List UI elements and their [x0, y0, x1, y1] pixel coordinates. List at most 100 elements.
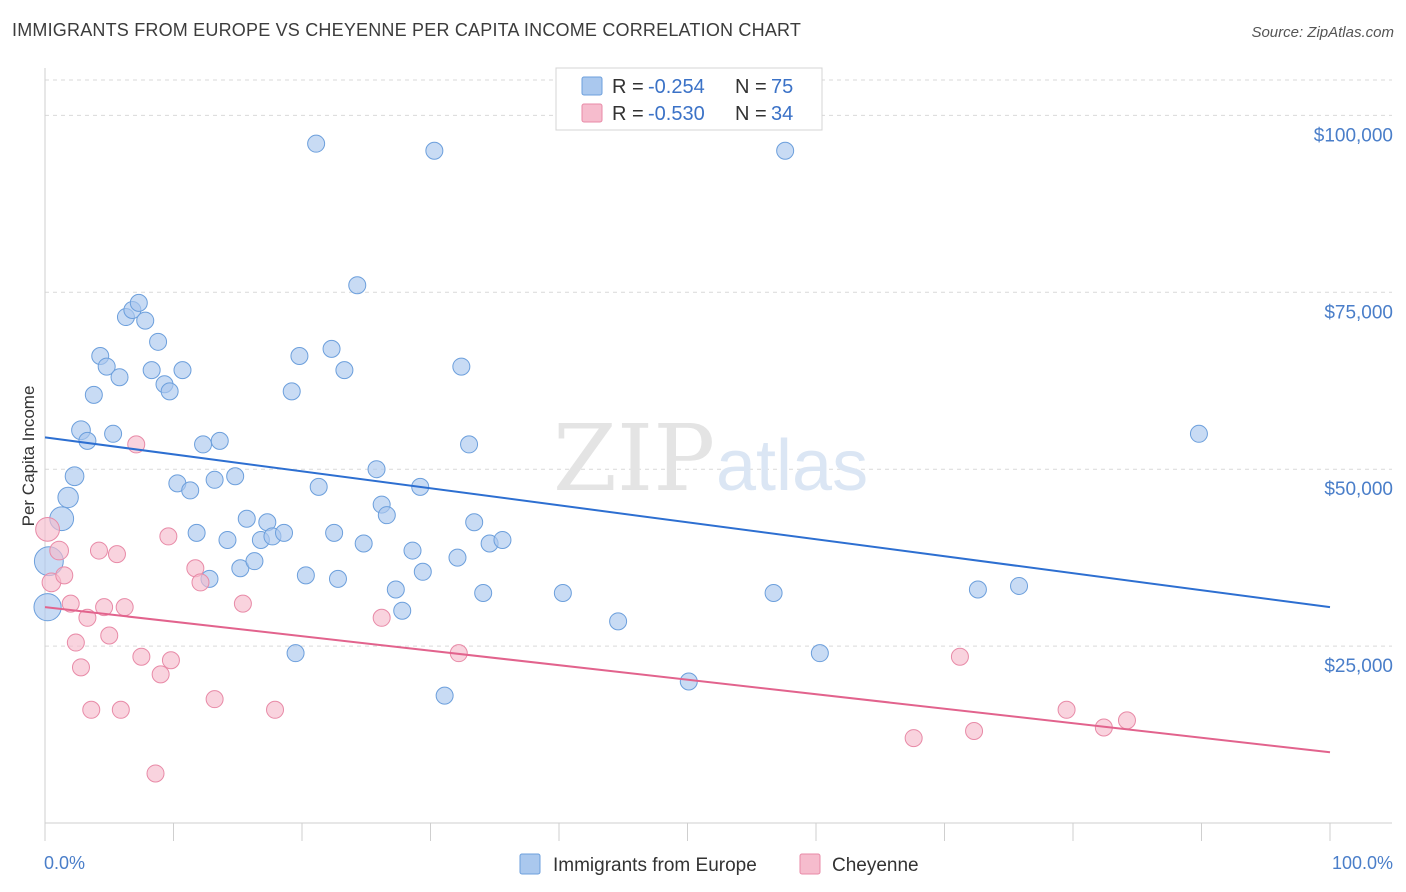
immigrants-point: [110, 368, 129, 387]
cheyenne-point: [100, 626, 119, 645]
cheyenne-point: [49, 540, 69, 561]
immigrants-point: [136, 311, 155, 330]
immigrants-point: [386, 580, 405, 599]
y-tick-label: $75,000: [1324, 302, 1393, 323]
cheyenne-point: [950, 647, 969, 666]
x-tick-label: 100.0%: [1332, 853, 1393, 873]
immigrants-point: [181, 481, 200, 500]
immigrants-point: [348, 276, 367, 295]
immigrants-point: [205, 470, 224, 489]
immigrants-point: [226, 467, 245, 486]
points-layer: [33, 134, 1208, 783]
immigrants-point: [474, 584, 493, 603]
immigrants-point: [245, 552, 264, 571]
immigrants-point: [810, 644, 829, 663]
immigrants-point: [64, 466, 85, 487]
cheyenne-trendline: [44, 606, 1331, 754]
trend-layer: [44, 436, 1331, 754]
immigrants-point: [290, 346, 309, 365]
immigrants-point: [493, 530, 512, 549]
cheyenne-point: [1057, 700, 1076, 719]
immigrants-point: [367, 460, 386, 479]
cheyenne-point: [159, 527, 178, 546]
immigrants-point: [335, 361, 354, 380]
stats-r-label: R =: [612, 76, 644, 98]
immigrants-point: [296, 566, 315, 585]
cheyenne-point: [35, 516, 60, 542]
immigrants-point: [465, 513, 484, 532]
stats-n-label: N =: [735, 76, 767, 98]
immigrants-point: [354, 534, 373, 553]
immigrants-point: [142, 361, 161, 380]
cheyenne-point: [66, 633, 85, 652]
immigrants-point: [275, 523, 294, 542]
immigrants-point: [1010, 576, 1029, 595]
chart-title: IMMIGRANTS FROM EUROPE VS CHEYENNE PER C…: [12, 20, 802, 40]
immigrants-point: [460, 435, 479, 454]
stats-r-value: -0.254: [648, 76, 705, 98]
cheyenne-point: [107, 545, 126, 564]
cheyenne-point: [146, 764, 165, 783]
cheyenne-point: [132, 647, 151, 666]
immigrants-point: [173, 361, 192, 380]
immigrants-point: [149, 332, 168, 351]
cheyenne-point: [61, 594, 80, 613]
immigrants-point: [403, 541, 422, 560]
immigrants-point: [309, 477, 328, 496]
immigrants-point: [1189, 424, 1208, 443]
cheyenne-point: [965, 722, 984, 741]
y-tick-label: $100,000: [1314, 125, 1393, 146]
immigrants-point: [218, 530, 237, 549]
cheyenne-point: [71, 658, 90, 677]
y-tick-label: $50,000: [1324, 479, 1393, 500]
immigrants-point: [435, 686, 454, 705]
stats-n-value: 34: [771, 103, 793, 125]
stats-legend-swatch-pink: [581, 103, 603, 123]
immigrants-point: [968, 580, 987, 599]
stats-r-label: R =: [612, 103, 644, 125]
immigrants-point: [187, 523, 206, 542]
immigrants-point: [282, 382, 301, 401]
stats-legend: R = -0.254 N = 75 R = -0.530 N = 34: [555, 67, 823, 131]
immigrants-point: [425, 141, 444, 160]
cheyenne-point: [205, 690, 224, 709]
y-tick-label: $25,000: [1324, 656, 1393, 677]
immigrants-trendline: [44, 436, 1331, 609]
cheyenne-point: [82, 700, 101, 719]
immigrants-point: [129, 293, 148, 312]
immigrants-point: [57, 486, 79, 509]
cheyenne-point: [161, 651, 180, 670]
legend-swatch-immigrants: [519, 853, 541, 875]
immigrants-point: [328, 569, 347, 588]
immigrants-point: [776, 141, 795, 160]
watermark: ZIP atlas: [553, 405, 868, 512]
axis-layer: $25,000 $50,000 $75,000 $100,000 0.0% 100.0%: [44, 68, 1393, 873]
immigrants-point: [194, 435, 213, 454]
legend-swatch-cheyenne: [799, 853, 821, 875]
watermark-zip: ZIP: [553, 405, 715, 512]
legend-label-cheyenne: Cheyenne: [832, 855, 919, 876]
stats-legend-swatch-blue: [581, 76, 603, 96]
cheyenne-point: [55, 566, 74, 585]
series-legend: Immigrants from Europe Cheyenne: [519, 853, 919, 876]
cheyenne-point: [111, 700, 130, 719]
immigrants-point: [609, 612, 628, 631]
immigrants-point: [452, 357, 471, 376]
cheyenne-point: [266, 700, 285, 719]
x-tick-label: 0.0%: [44, 853, 85, 873]
cheyenne-point: [233, 594, 252, 613]
immigrants-point: [97, 357, 116, 376]
immigrants-point: [448, 548, 467, 567]
immigrants-point: [210, 431, 229, 450]
cheyenne-point: [115, 598, 134, 617]
immigrants-point: [553, 584, 572, 603]
y-axis-label: Per Capita Income: [19, 386, 38, 527]
immigrants-point: [393, 601, 412, 620]
stats-n-label: N =: [735, 103, 767, 125]
immigrants-point: [231, 559, 250, 578]
cheyenne-point: [89, 541, 108, 560]
immigrants-point: [237, 509, 256, 528]
stats-r-value: -0.530: [648, 103, 705, 125]
immigrants-point: [325, 523, 344, 542]
